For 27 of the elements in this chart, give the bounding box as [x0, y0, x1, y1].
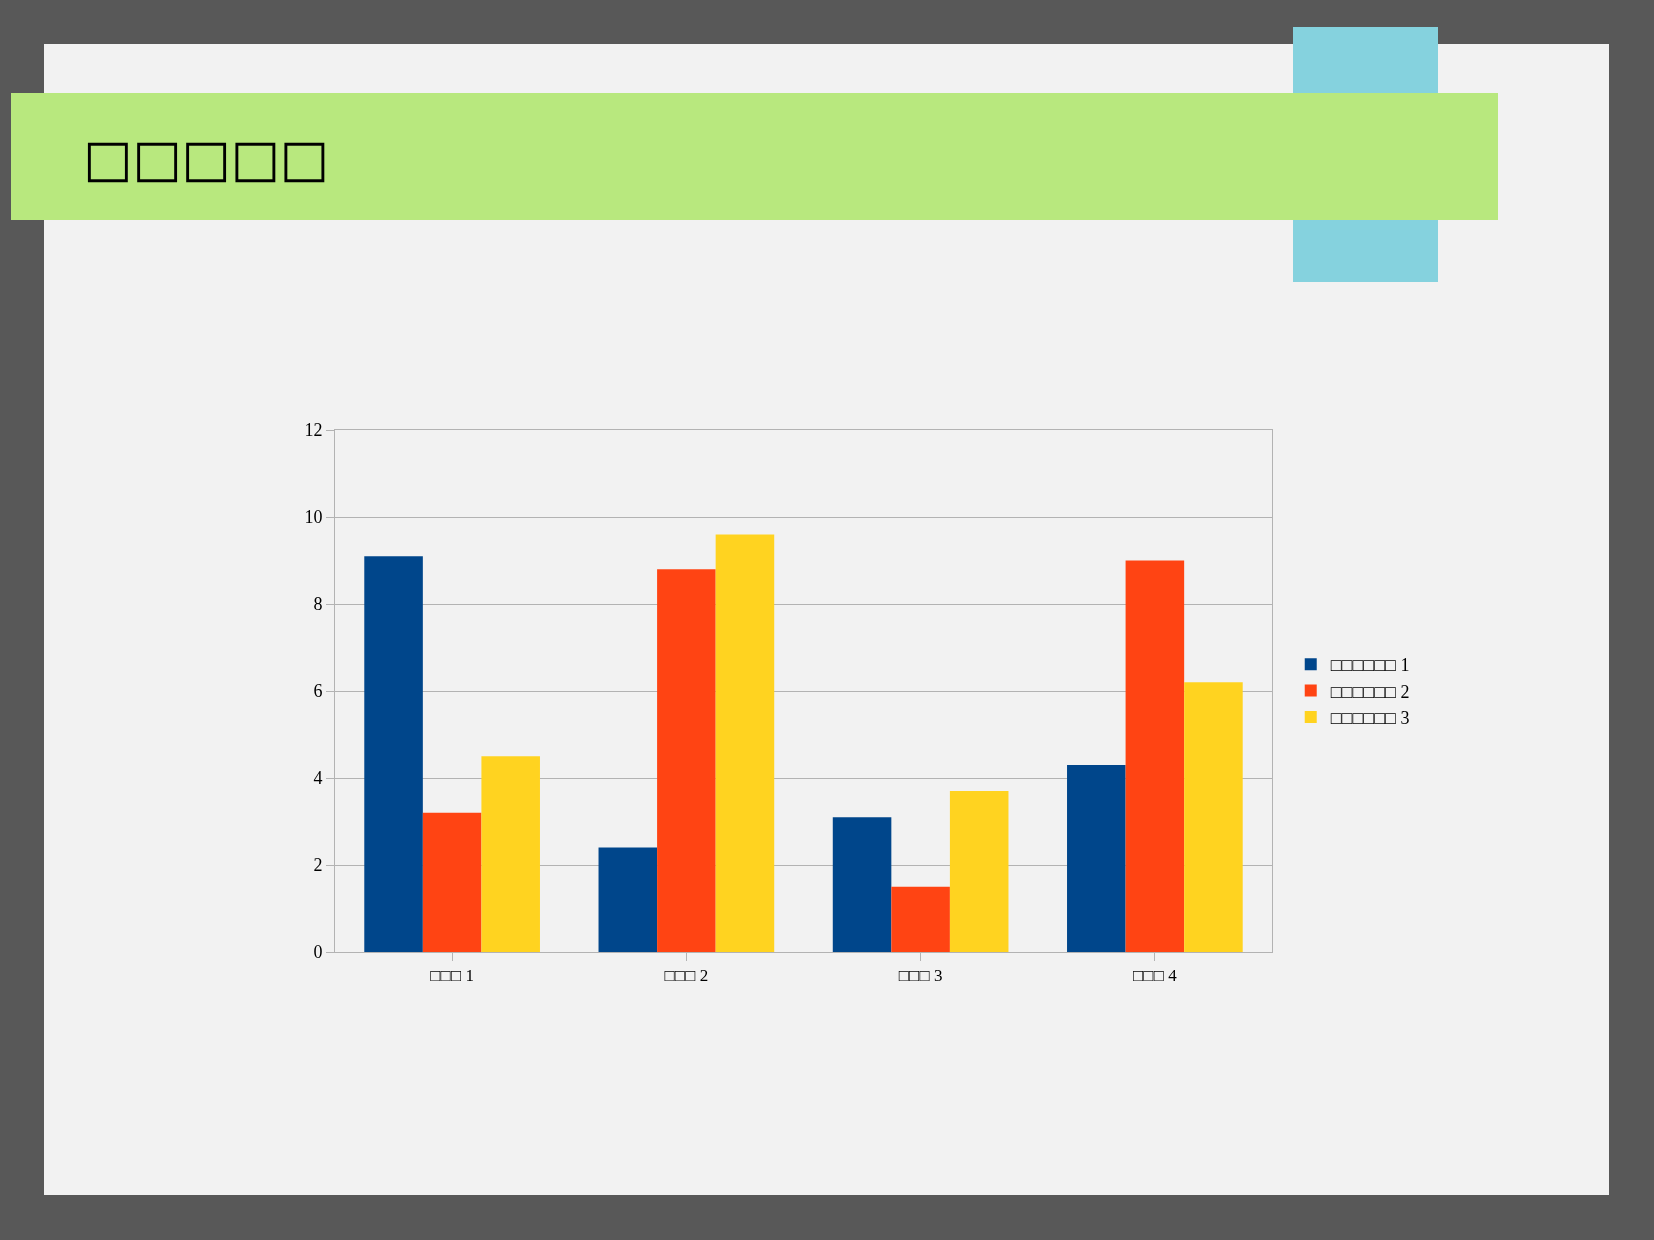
- bar: [364, 556, 423, 952]
- x-tick-label: □□□ 4: [1133, 966, 1178, 986]
- y-tick-label: 6: [313, 681, 323, 702]
- y-tick-label: 8: [313, 594, 323, 615]
- bar: [891, 886, 950, 952]
- y-tick-label: 10: [304, 507, 323, 528]
- bar: [1067, 764, 1126, 952]
- bar: [422, 812, 482, 952]
- x-tick-label: □□□ 1: [430, 966, 474, 986]
- x-tick-label: □□□ 2: [664, 966, 709, 986]
- bar: [832, 817, 892, 952]
- x-tick-label: □□□ 3: [898, 966, 943, 986]
- bar: [657, 569, 716, 952]
- bar: [481, 756, 540, 952]
- y-tick-label: 0: [313, 942, 323, 963]
- bar: [949, 791, 1009, 952]
- y-tick-label: 12: [304, 420, 323, 441]
- legend-label: □□□□□□ 2: [1330, 681, 1410, 702]
- y-tick-label: 2: [313, 855, 323, 876]
- chart-title: □□□□□: [83, 128, 329, 189]
- bar: [598, 847, 658, 952]
- legend-label: □□□□□□ 1: [1330, 655, 1410, 676]
- y-tick-label: 4: [313, 768, 323, 789]
- bar: [715, 534, 775, 952]
- legend-label: □□□□□□ 3: [1330, 708, 1410, 729]
- bar: [1184, 682, 1243, 952]
- bar: [1125, 560, 1185, 952]
